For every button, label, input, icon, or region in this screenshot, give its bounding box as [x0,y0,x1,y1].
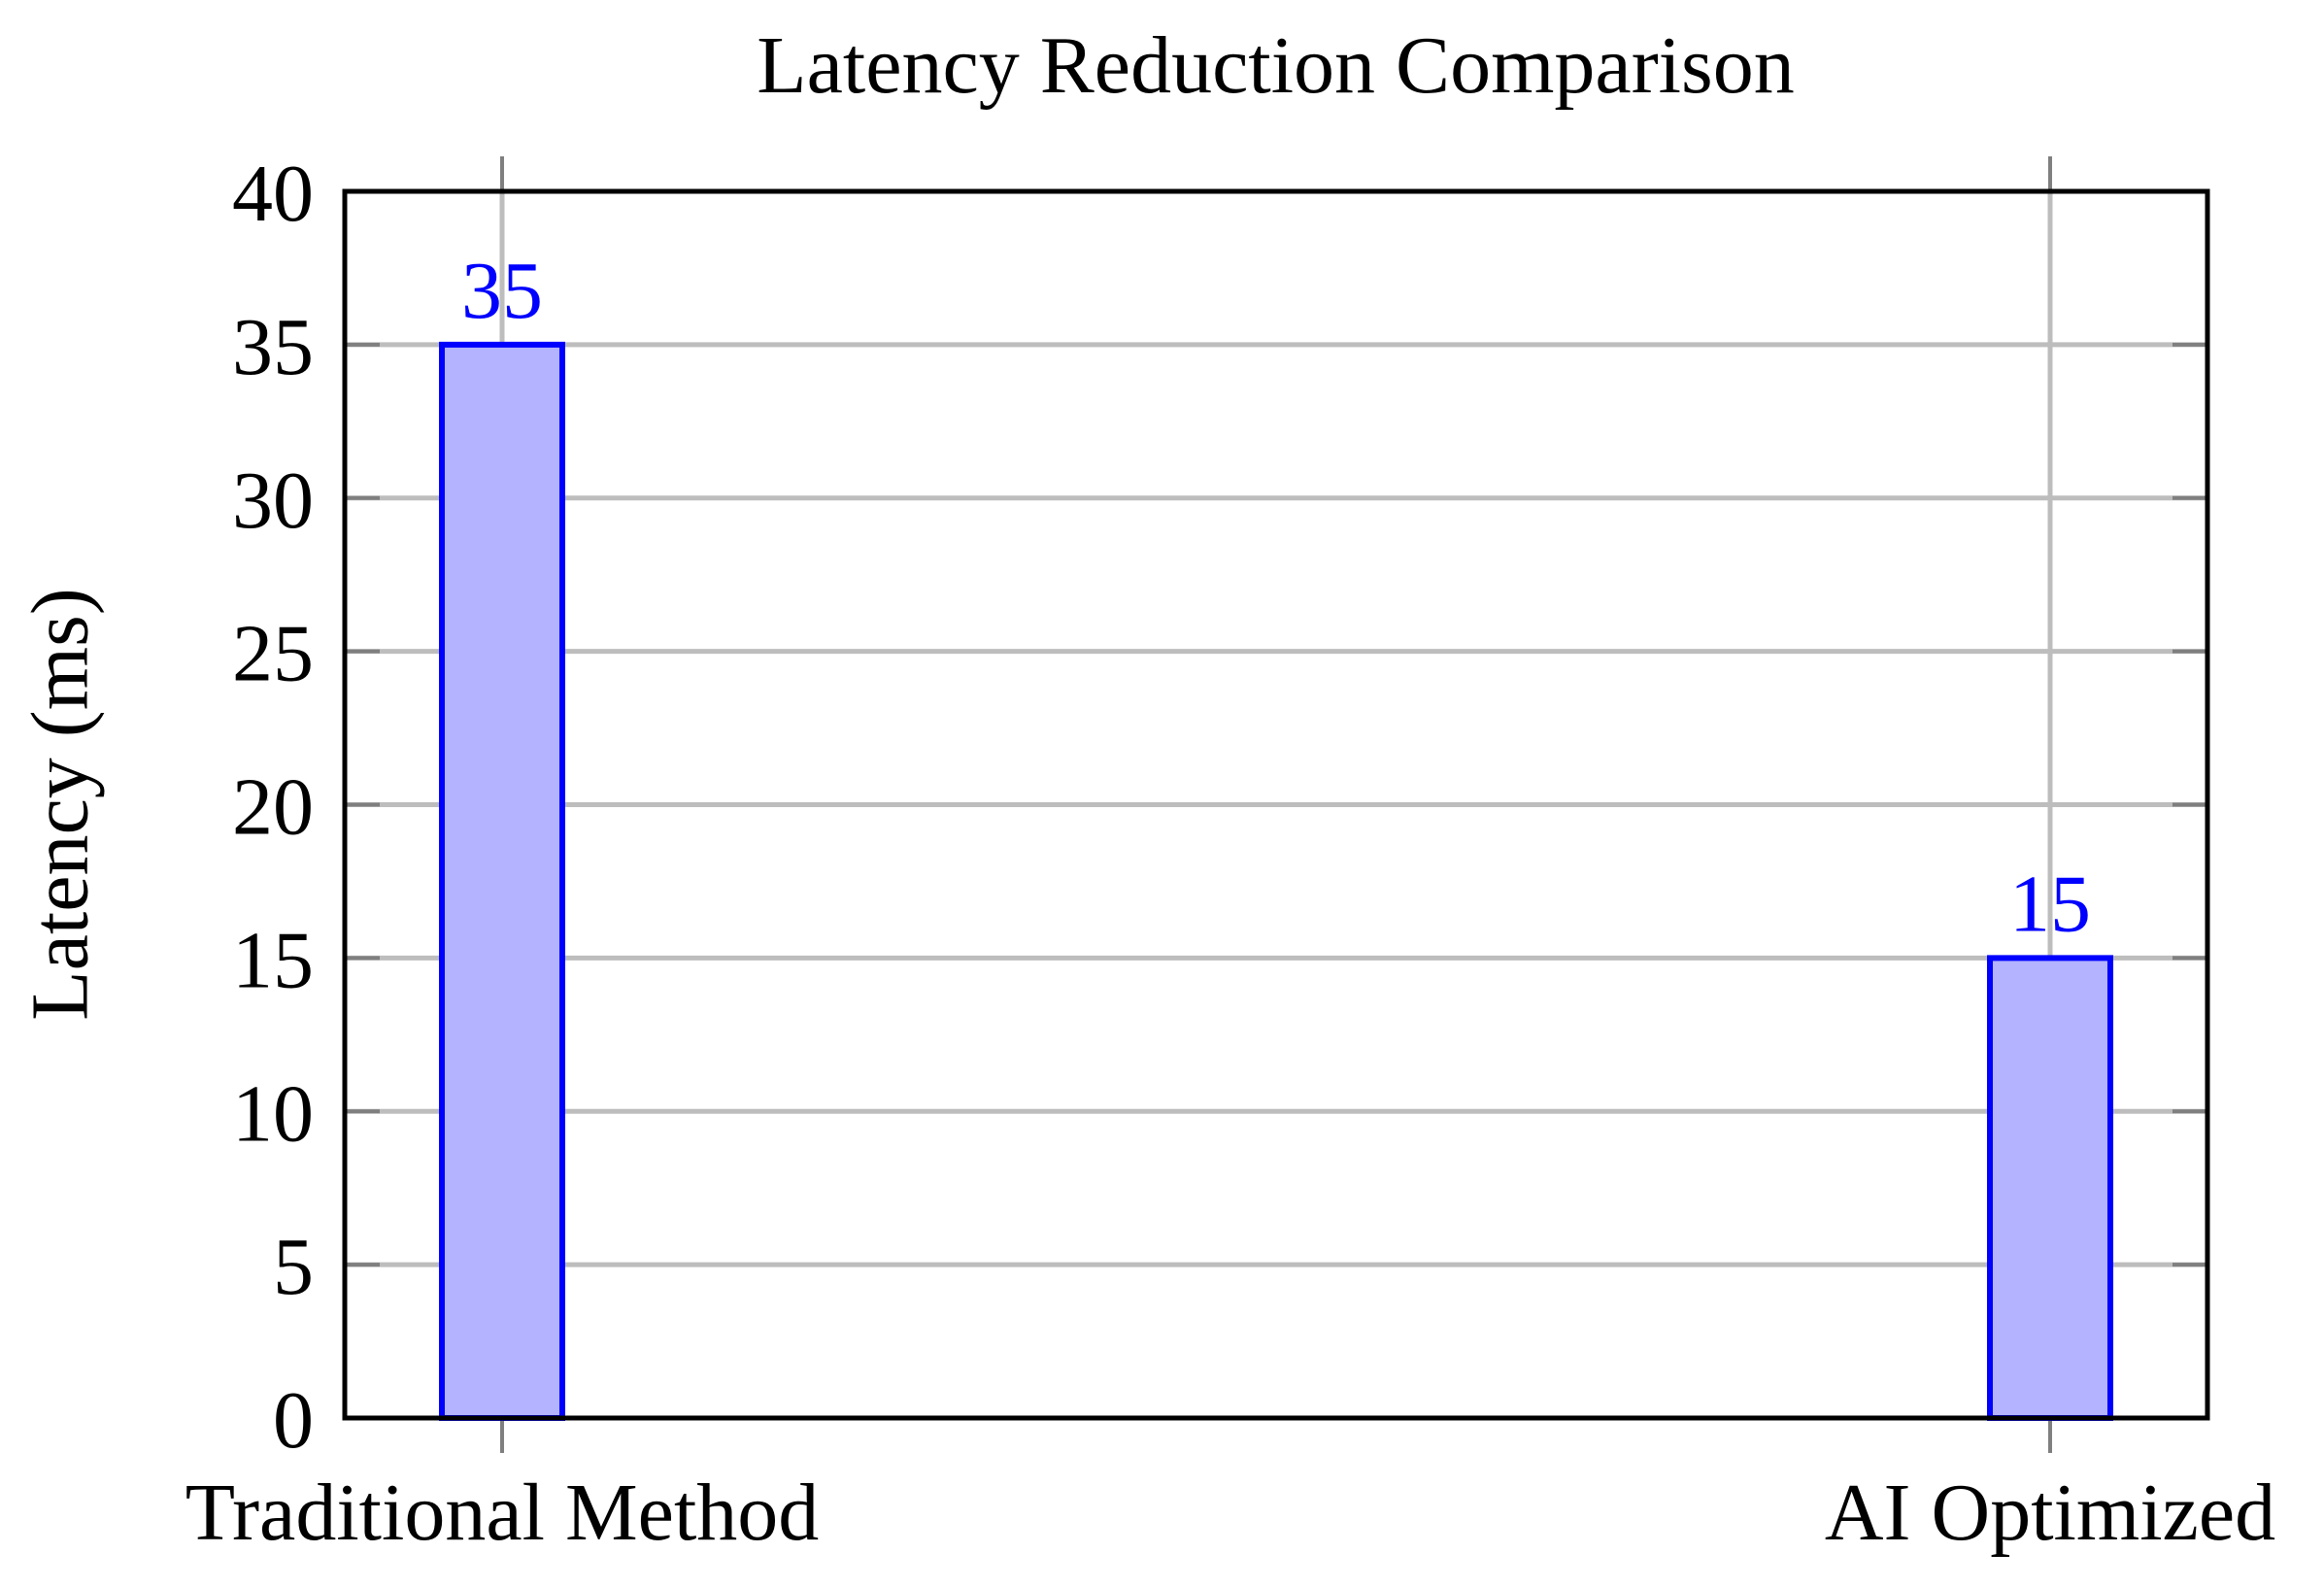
y-tick-label: 5 [273,1222,314,1312]
y-tick-label: 0 [273,1375,314,1466]
y-tick-label: 25 [232,609,314,699]
y-tick-label: 10 [232,1068,314,1159]
bar-value-label: 35 [461,246,543,336]
bar [439,341,565,1421]
bar [1987,955,2113,1421]
bar-value-label: 15 [2009,859,2091,949]
x-tick-label: AI Optimized [1825,1468,2275,1558]
y-tick-label: 40 [232,149,314,239]
x-tick-label: Traditional Method [185,1468,820,1558]
chart-title: Latency Reduction Comparison [757,20,1795,111]
y-tick-label: 30 [232,456,314,546]
axis-frame [342,188,2210,1421]
y-tick-label: 20 [232,762,314,853]
y-tick-label: 15 [232,915,314,1005]
y-tick-label: 35 [232,302,314,392]
